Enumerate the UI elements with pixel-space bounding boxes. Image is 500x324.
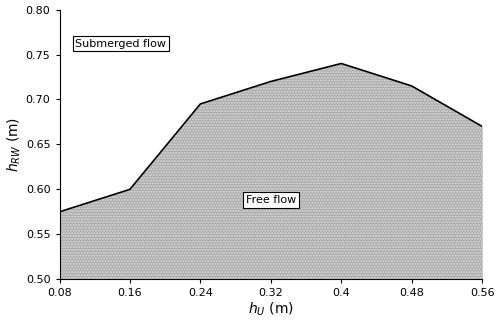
Y-axis label: $h_{RW}\ \mathrm{(m)}$: $h_{RW}\ \mathrm{(m)}$	[6, 117, 23, 172]
X-axis label: $h_{U}\ \mathrm{(m)}$: $h_{U}\ \mathrm{(m)}$	[248, 301, 294, 318]
Text: Submerged flow: Submerged flow	[76, 39, 166, 49]
Text: Free flow: Free flow	[246, 195, 296, 205]
